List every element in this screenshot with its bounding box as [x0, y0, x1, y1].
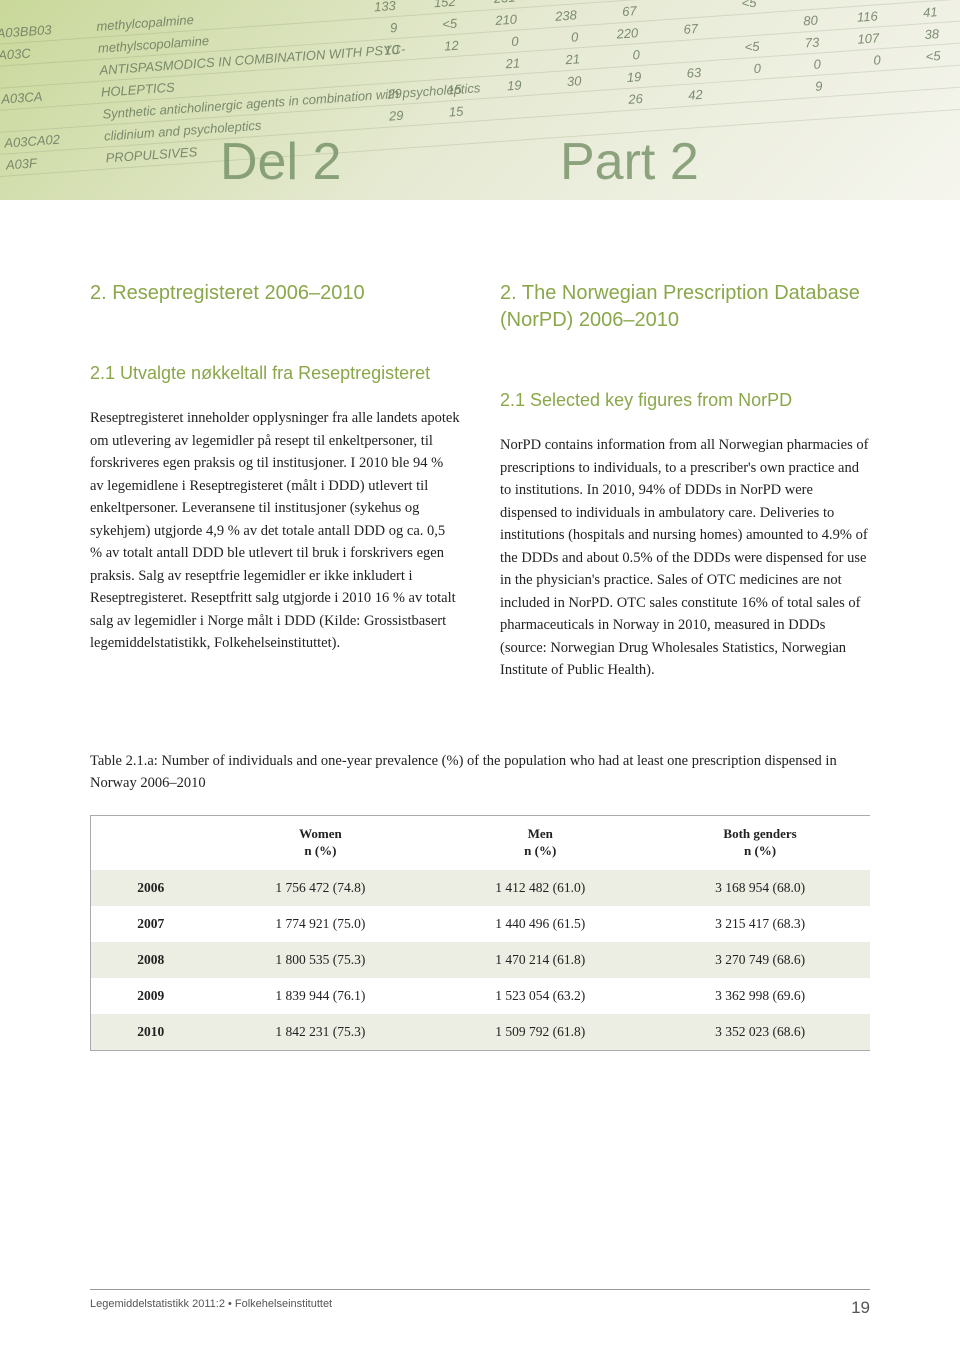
table-cell: 1 800 535 (75.3): [211, 942, 431, 978]
table-cell: 1 412 482 (61.0): [430, 870, 650, 906]
table-cell: 1 509 792 (61.8): [430, 1014, 650, 1051]
subsection-heading-left: 2.1 Utvalgte nøkkeltall fra Reseptregist…: [90, 361, 460, 385]
table-caption: Table 2.1.a: Number of individuals and o…: [90, 751, 870, 795]
table-cell: 1 839 944 (76.1): [211, 978, 431, 1014]
table-column-header: Both gendersn (%): [650, 815, 870, 869]
table-cell: 1 774 921 (75.0): [211, 906, 431, 942]
table-cell: 1 523 054 (63.2): [430, 978, 650, 1014]
table-cell: 1 756 472 (74.8): [211, 870, 431, 906]
table-column-header: [91, 815, 211, 869]
table-cell: 2006: [91, 870, 211, 906]
table-row: 20101 842 231 (75.3)1 509 792 (61.8)3 35…: [91, 1014, 871, 1051]
subsection-heading-right: 2.1 Selected key figures from NorPD: [500, 388, 870, 412]
table-cell: 3 362 998 (69.6): [650, 978, 870, 1014]
table-cell: 3 270 749 (68.6): [650, 942, 870, 978]
page-number: 19: [851, 1298, 870, 1318]
table-cell: 1 842 231 (75.3): [211, 1014, 431, 1051]
page-header-banner: A03BB03methylcopalmine133152231259239313…: [0, 0, 960, 200]
table-cell: 3 215 417 (68.3): [650, 906, 870, 942]
part-label-left: Del 2: [220, 132, 341, 192]
table-cell: 3 168 954 (68.0): [650, 870, 870, 906]
part-label-right: Part 2: [560, 132, 699, 192]
header-background-table: A03BB03methylcopalmine133152231259239313…: [0, 0, 960, 177]
main-content: 2. Reseptregisteret 2006–2010 2.1 Utvalg…: [0, 200, 960, 681]
table-cell: 3 352 023 (68.6): [650, 1014, 870, 1051]
table-cell: 2007: [91, 906, 211, 942]
table-cell: 2008: [91, 942, 211, 978]
page-footer: Legemiddelstatistikk 2011:2 • Folkehelse…: [90, 1289, 870, 1318]
table-cell: 2009: [91, 978, 211, 1014]
table-column-header: Womenn (%): [211, 815, 431, 869]
table-cell: 1 470 214 (61.8): [430, 942, 650, 978]
body-text-right: NorPD contains information from all Norw…: [500, 434, 870, 681]
right-column: 2. The Norwegian Prescription Database (…: [500, 280, 870, 681]
table-row: 20061 756 472 (74.8)1 412 482 (61.0)3 16…: [91, 870, 871, 906]
footer-text: Legemiddelstatistikk 2011:2 • Folkehelse…: [90, 1298, 332, 1318]
body-text-left: Reseptregisteret inneholder opplysninger…: [90, 407, 460, 654]
table-cell: 1 440 496 (61.5): [430, 906, 650, 942]
table-header: Womenn (%)Menn (%)Both gendersn (%): [91, 815, 871, 869]
table-column-header: Menn (%): [430, 815, 650, 869]
data-table: Womenn (%)Menn (%)Both gendersn (%) 2006…: [90, 815, 870, 1051]
table-cell: 2010: [91, 1014, 211, 1051]
table-row: 20081 800 535 (75.3)1 470 214 (61.8)3 27…: [91, 942, 871, 978]
section-heading-left: 2. Reseptregisteret 2006–2010: [90, 280, 460, 307]
section-heading-right: 2. The Norwegian Prescription Database (…: [500, 280, 870, 334]
table-row: 20091 839 944 (76.1)1 523 054 (63.2)3 36…: [91, 978, 871, 1014]
left-column: 2. Reseptregisteret 2006–2010 2.1 Utvalg…: [90, 280, 460, 681]
table-body: 20061 756 472 (74.8)1 412 482 (61.0)3 16…: [91, 870, 871, 1051]
table-row: 20071 774 921 (75.0)1 440 496 (61.5)3 21…: [91, 906, 871, 942]
